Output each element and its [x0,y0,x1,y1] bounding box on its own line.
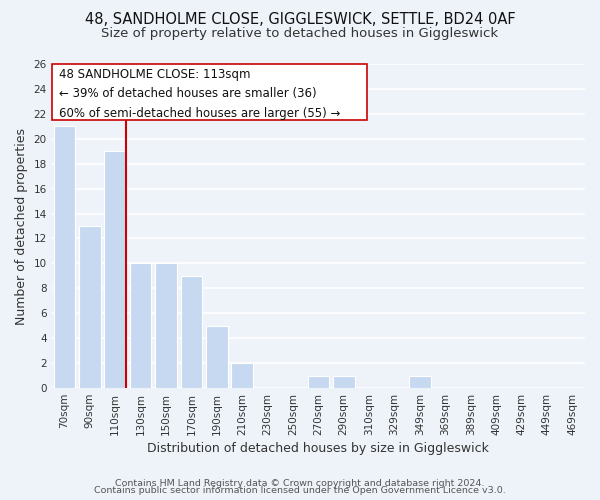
Bar [53,126,75,388]
X-axis label: Distribution of detached houses by size in Giggleswick: Distribution of detached houses by size … [148,442,489,455]
Bar [232,363,253,388]
Bar [155,264,177,388]
Bar [206,326,227,388]
Bar [333,376,355,388]
Bar [308,376,329,388]
Text: Contains HM Land Registry data © Crown copyright and database right 2024.: Contains HM Land Registry data © Crown c… [115,478,485,488]
Bar [409,376,431,388]
Text: Size of property relative to detached houses in Giggleswick: Size of property relative to detached ho… [101,28,499,40]
Text: Contains public sector information licensed under the Open Government Licence v3: Contains public sector information licen… [94,486,506,495]
Text: 48, SANDHOLME CLOSE, GIGGLESWICK, SETTLE, BD24 0AF: 48, SANDHOLME CLOSE, GIGGLESWICK, SETTLE… [85,12,515,28]
Y-axis label: Number of detached properties: Number of detached properties [15,128,28,324]
Bar [130,264,151,388]
Text: 48 SANDHOLME CLOSE: 113sqm
← 39% of detached houses are smaller (36)
60% of semi: 48 SANDHOLME CLOSE: 113sqm ← 39% of deta… [59,68,340,120]
Bar [79,226,101,388]
Bar [104,151,126,388]
Bar [181,276,202,388]
